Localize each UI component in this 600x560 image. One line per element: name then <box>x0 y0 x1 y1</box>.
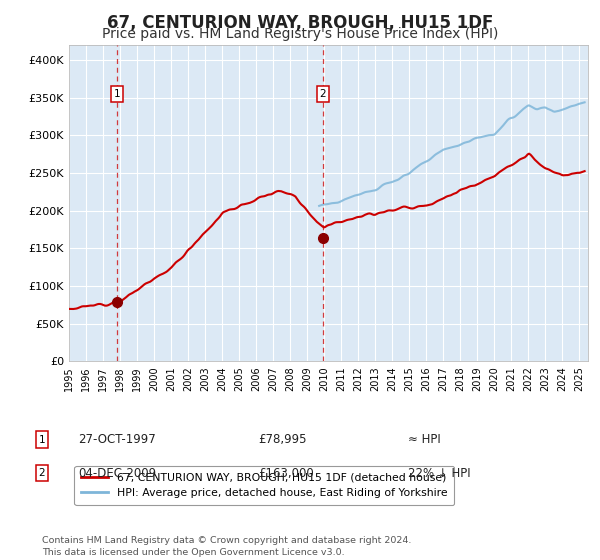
Text: 22% ↓ HPI: 22% ↓ HPI <box>408 466 470 480</box>
Text: £78,995: £78,995 <box>258 433 307 446</box>
Text: 1: 1 <box>38 435 46 445</box>
Text: 2: 2 <box>38 468 46 478</box>
Text: ≈ HPI: ≈ HPI <box>408 433 441 446</box>
Text: 67, CENTURION WAY, BROUGH, HU15 1DF: 67, CENTURION WAY, BROUGH, HU15 1DF <box>107 14 493 32</box>
Text: 2: 2 <box>320 89 326 99</box>
Text: 1: 1 <box>113 89 120 99</box>
Legend: 67, CENTURION WAY, BROUGH, HU15 1DF (detached house), HPI: Average price, detach: 67, CENTURION WAY, BROUGH, HU15 1DF (det… <box>74 466 454 505</box>
Text: 27-OCT-1997: 27-OCT-1997 <box>78 433 156 446</box>
Text: Price paid vs. HM Land Registry's House Price Index (HPI): Price paid vs. HM Land Registry's House … <box>102 27 498 41</box>
Text: Contains HM Land Registry data © Crown copyright and database right 2024.
This d: Contains HM Land Registry data © Crown c… <box>42 536 412 557</box>
Text: £163,000: £163,000 <box>258 466 314 480</box>
Text: 04-DEC-2009: 04-DEC-2009 <box>78 466 156 480</box>
